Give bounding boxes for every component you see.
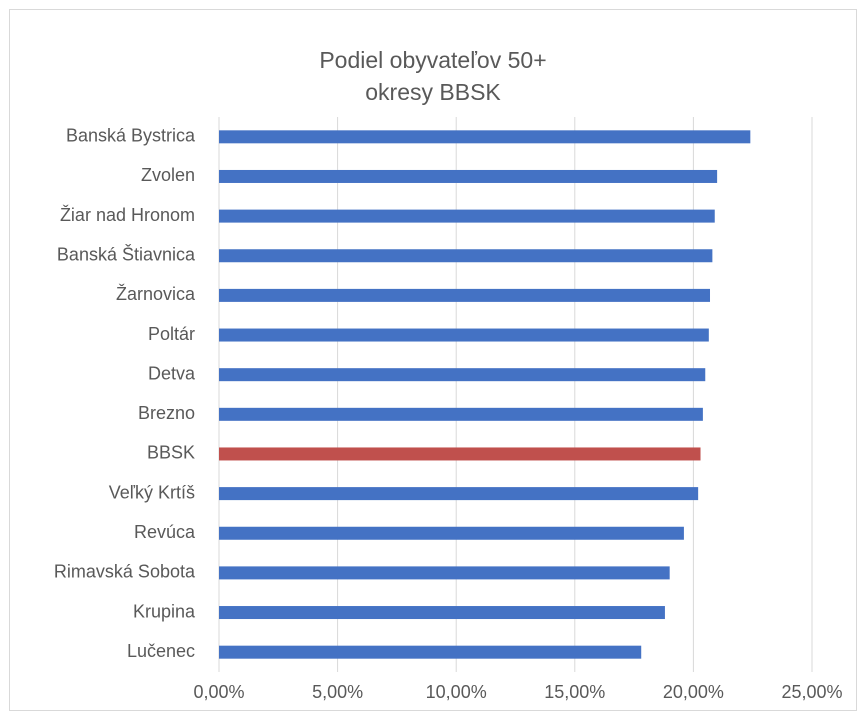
bar (219, 288, 711, 302)
y-tick-label: Banská Bystrica (66, 126, 196, 146)
y-tick-label: Rimavská Sobota (54, 562, 196, 582)
bar (219, 328, 709, 342)
x-tick-label: 15,00% (544, 682, 605, 702)
bar (219, 249, 713, 263)
bar (219, 368, 706, 382)
chart-title: okresy BBSK (365, 79, 501, 105)
y-tick-label: Žarnovica (116, 284, 196, 304)
y-tick-label: Brezno (138, 403, 195, 423)
bar (219, 487, 699, 501)
bar (219, 526, 684, 540)
bar (219, 645, 642, 659)
x-tick-label: 25,00% (781, 682, 842, 702)
y-tick-label: Banská Štiavnica (57, 244, 196, 265)
y-tick-label: Poltár (148, 324, 195, 344)
x-tick-label: 10,00% (426, 682, 487, 702)
bar (219, 169, 718, 183)
bar (219, 566, 670, 580)
y-tick-label: Revúca (134, 522, 196, 542)
chart-border (9, 9, 857, 711)
y-tick-label: Zvolen (141, 165, 195, 185)
y-tick-label: Veľký Krtíš (109, 482, 195, 502)
chart-title: Podiel obyvateľov 50+ (319, 47, 546, 73)
y-tick-label: Lučenec (127, 641, 195, 661)
x-tick-label: 5,00% (312, 682, 363, 702)
bar (219, 209, 715, 223)
y-tick-label: Krupina (133, 601, 196, 621)
bar (219, 130, 751, 144)
bar (219, 606, 665, 620)
y-tick-label: Žiar nad Hronom (60, 205, 195, 225)
bar (219, 447, 701, 461)
y-tick-label: BBSK (147, 443, 195, 463)
x-tick-label: 20,00% (663, 682, 724, 702)
y-tick-label: Detva (148, 363, 196, 383)
x-tick-label: 0,00% (193, 682, 244, 702)
bar (219, 407, 703, 421)
